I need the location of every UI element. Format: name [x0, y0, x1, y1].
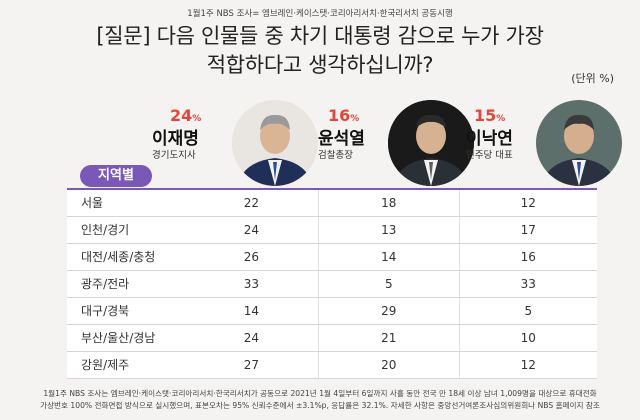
- table-row: 부산/울산/경남 24 21 10: [67, 325, 597, 352]
- value-cell: 24: [243, 223, 259, 237]
- value-cell: 18: [318, 190, 458, 216]
- candidate-2-photo: [388, 100, 474, 186]
- portrait-icon: [536, 100, 622, 186]
- value-cell: 17: [458, 217, 597, 243]
- value-cell: 24: [243, 331, 259, 345]
- unit-label: (단위 %): [571, 72, 614, 85]
- footnote: 1월1주 NBS 조사는 엠브레인·케이스탯·코리아리서치·한국리서치가 공동으…: [18, 388, 622, 412]
- table-row: 대구/경북 14 29 5: [67, 298, 597, 325]
- table-row: 인천/경기 24 13 17: [67, 217, 597, 244]
- candidate-1-role: 경기도지사: [152, 150, 196, 161]
- candidate-1-percent-unit: %: [192, 114, 202, 124]
- value-cell: 26: [243, 250, 259, 264]
- source-caption: 1월1주 NBS 조사= 엠브레인·케이스탯·코리아리서치·한국리서치 공동시행: [187, 9, 453, 19]
- candidate-1: 24% 이재명 경기도지사: [140, 100, 340, 192]
- candidate-2: 16% 윤석열 검찰총장: [316, 100, 516, 192]
- region-label: 대전/세종/충청: [81, 250, 156, 264]
- question-line-2: 적합하다고 생각하십니까?: [206, 53, 434, 77]
- question-line-1: [질문] 다음 인물들 중 차기 대통령 감으로 누가 가장: [96, 24, 544, 48]
- candidate-1-percent: 24%: [170, 106, 201, 125]
- candidate-3-percent-unit: %: [496, 114, 506, 124]
- footnote-line-2: 가상번호 100% 전화면접 방식으로 실시했으며, 표본오차는 95% 신뢰수…: [40, 401, 600, 410]
- portrait-icon: [388, 100, 474, 186]
- candidate-2-percent-value: 16: [328, 106, 351, 125]
- candidate-2-role: 검찰총장: [318, 150, 353, 161]
- value-cell: 29: [318, 298, 458, 324]
- candidate-3: 15% 이낙연 민주당 대표: [464, 100, 640, 192]
- candidate-3-photo: [536, 100, 622, 186]
- candidate-1-percent-value: 24: [170, 106, 193, 125]
- candidate-3-percent-value: 15: [474, 106, 497, 125]
- value-cell: 16: [458, 244, 597, 270]
- value-cell: 13: [318, 217, 458, 243]
- candidate-3-percent: 15%: [474, 106, 505, 125]
- table-row: 대전/세종/충청 26 14 16: [67, 244, 597, 271]
- region-label: 서울: [81, 196, 104, 210]
- region-label: 대구/경북: [81, 304, 130, 318]
- candidate-1-photo: [232, 100, 318, 186]
- region-label: 광주/전라: [81, 277, 130, 291]
- region-label: 강원/제주: [81, 358, 130, 372]
- value-cell: 21: [318, 325, 458, 351]
- value-cell: 12: [458, 352, 597, 378]
- value-cell: 27: [243, 358, 259, 372]
- candidate-3-role: 민주당 대표: [466, 150, 513, 161]
- table-row: 서울 22 18 12: [67, 190, 597, 217]
- value-cell: 33: [243, 277, 259, 291]
- candidate-2-percent: 16%: [328, 106, 359, 125]
- candidate-1-name: 이재명: [152, 129, 199, 149]
- value-cell: 12: [458, 190, 597, 216]
- value-cell: 20: [318, 352, 458, 378]
- question-title: [질문] 다음 인물들 중 차기 대통령 감으로 누가 가장 적합하다고 생각하…: [24, 22, 616, 80]
- region-label: 인천/경기: [81, 223, 130, 237]
- value-cell: 5: [318, 271, 458, 297]
- candidate-2-percent-unit: %: [350, 114, 360, 124]
- value-cell: 14: [318, 244, 458, 270]
- candidate-2-name: 윤석열: [318, 129, 365, 149]
- results-table: 서울 22 18 12 인천/경기 24 13 17 대전/세종/충청 26 14 16 광주/전라 33…: [67, 188, 597, 379]
- value-cell: 33: [458, 271, 597, 297]
- value-cell: 14: [243, 304, 259, 318]
- footnote-line-1: 1월1주 NBS 조사는 엠브레인·케이스탯·코리아리서치·한국리서치가 공동으…: [43, 389, 597, 398]
- value-cell: 5: [458, 298, 597, 324]
- region-header-badge: 지역별: [80, 165, 152, 187]
- table-row: 광주/전라 33 5 33: [67, 271, 597, 298]
- table-row: 강원/제주 27 20 12: [67, 352, 597, 379]
- value-cell: 10: [458, 325, 597, 351]
- region-label: 부산/울산/경남: [81, 331, 156, 345]
- portrait-icon: [232, 100, 318, 186]
- candidate-3-name: 이낙연: [466, 129, 513, 149]
- value-cell: 22: [243, 196, 259, 210]
